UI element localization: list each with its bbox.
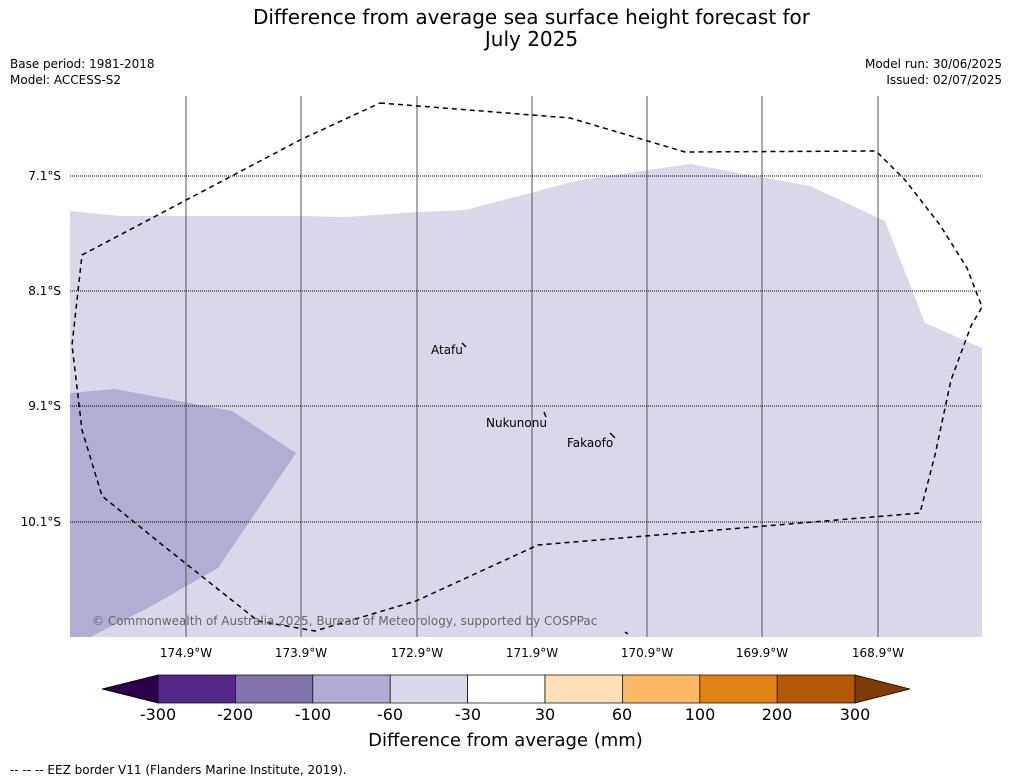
lon-label: 169.9°W bbox=[735, 646, 789, 660]
title-line-1: Difference from average sea surface heig… bbox=[252, 5, 811, 29]
lat-label: 9.1°S bbox=[28, 399, 61, 413]
title-line-2: July 2025 bbox=[484, 27, 579, 51]
colorbar-segment-2 bbox=[235, 674, 314, 704]
map-title: Difference from average sea surface heig… bbox=[0, 6, 1011, 50]
colorbar-segment-4 bbox=[389, 674, 468, 704]
nukunonu-island-mark bbox=[543, 411, 547, 418]
lat-label: 7.1°S bbox=[28, 169, 61, 183]
colorbar-segment-9 bbox=[776, 674, 856, 704]
colorbar-tick: 60 bbox=[611, 705, 633, 724]
colorbar-tick: 100 bbox=[684, 705, 716, 724]
model-run: Model run: 30/06/2025 bbox=[864, 57, 1002, 71]
lon-label: 173.9°W bbox=[274, 646, 328, 660]
lon-label: 172.9°W bbox=[390, 646, 444, 660]
base-period: Base period: 1981-2018 bbox=[10, 57, 155, 71]
small-island-mark bbox=[624, 631, 629, 635]
lon-label: 174.9°W bbox=[159, 646, 213, 660]
colorbar-max-arrow bbox=[854, 674, 911, 704]
colorbar-min-arrow bbox=[101, 674, 159, 704]
meta-right: Model run: 30/06/2025 Issued: 02/07/2025 bbox=[865, 56, 1002, 88]
fakaofo-island-mark bbox=[609, 432, 616, 439]
colorbar-tick: -200 bbox=[216, 705, 254, 724]
lat-label: 8.1°S bbox=[28, 284, 61, 298]
lon-label: 171.9°W bbox=[505, 646, 559, 660]
place-label-fakaofo: Fakaofo bbox=[567, 436, 614, 450]
colorbar-segment-1 bbox=[157, 674, 236, 704]
colorbar-label: Difference from average (mm) bbox=[368, 730, 643, 751]
colorbar-tick: -30 bbox=[454, 705, 482, 724]
colorbar-segment-3 bbox=[312, 674, 391, 704]
sea-height-band-light bbox=[70, 164, 982, 637]
parallel-lines bbox=[70, 175, 982, 523]
lon-label: 170.9°W bbox=[620, 646, 674, 660]
eez-footnote: -- -- -- EEZ border V11 (Flanders Marine… bbox=[10, 763, 347, 777]
colorbar-segment-5 bbox=[467, 674, 546, 704]
lat-label: 10.1°S bbox=[20, 515, 61, 529]
colorbar-segment-8 bbox=[699, 674, 778, 704]
lon-label: 168.9°W bbox=[851, 646, 905, 660]
model-name: Model: ACCESS-S2 bbox=[10, 73, 122, 87]
atafu-island-mark bbox=[461, 342, 467, 348]
colorbar-tick: 200 bbox=[761, 705, 793, 724]
colorbar-tick: 30 bbox=[534, 705, 556, 724]
island-marks bbox=[461, 342, 629, 635]
copyright-notice: © Commonwealth of Australia 2025, Bureau… bbox=[92, 614, 598, 628]
place-label-nukunonu: Nukunonu bbox=[486, 416, 547, 430]
colorbar-tick: -60 bbox=[376, 705, 404, 724]
colorbar bbox=[101, 674, 911, 704]
colorbar-segment-6 bbox=[544, 674, 623, 704]
colorbar-segment-7 bbox=[622, 674, 701, 704]
issued-date: Issued: 02/07/2025 bbox=[886, 73, 1002, 87]
colorbar-tick: -100 bbox=[294, 705, 332, 724]
meridian-lines bbox=[185, 96, 879, 637]
colorbar-tick: -300 bbox=[139, 705, 177, 724]
meta-left: Base period: 1981-2018 Model: ACCESS-S2 bbox=[10, 56, 155, 88]
place-label-atafu: Atafu bbox=[431, 343, 463, 357]
colorbar-tick: 300 bbox=[839, 705, 871, 724]
sea-height-band-dark bbox=[70, 389, 296, 637]
